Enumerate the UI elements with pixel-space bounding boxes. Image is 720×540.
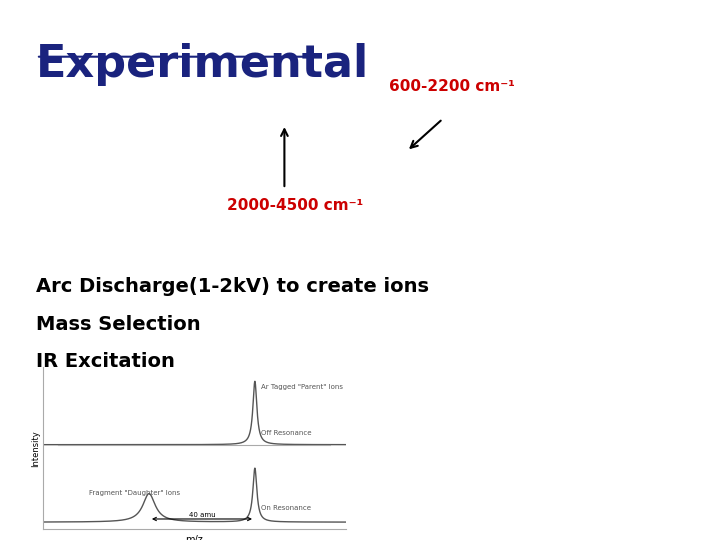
Text: Ar Tagged "Parent" Ions: Ar Tagged "Parent" Ions — [261, 384, 343, 390]
Text: 2000-4500 cm⁻¹: 2000-4500 cm⁻¹ — [227, 198, 363, 213]
Text: Fragment "Daughter" Ions: Fragment "Daughter" Ions — [89, 490, 180, 496]
Y-axis label: Intensity: Intensity — [32, 430, 40, 467]
Text: 40 amu: 40 amu — [189, 512, 215, 518]
Text: IR Excitation: IR Excitation — [36, 352, 175, 372]
Text: On Resonance: On Resonance — [261, 505, 311, 511]
X-axis label: m/z: m/z — [186, 535, 203, 540]
Text: Experimental: Experimental — [36, 43, 369, 86]
Text: 600-2200 cm⁻¹: 600-2200 cm⁻¹ — [389, 79, 515, 94]
Text: Off Resonance: Off Resonance — [261, 430, 312, 436]
Text: Mass Selection: Mass Selection — [36, 314, 201, 334]
Text: Arc Discharge(1-2kV) to create ions: Arc Discharge(1-2kV) to create ions — [36, 276, 429, 296]
